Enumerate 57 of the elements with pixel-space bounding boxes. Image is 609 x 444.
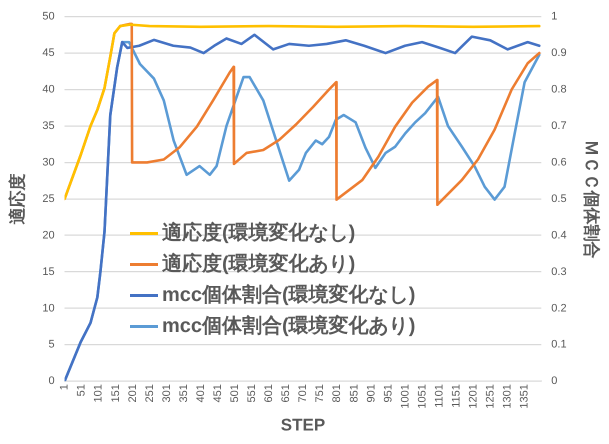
x-tick-label: 301	[160, 384, 173, 402]
y-tick-label: 10	[42, 302, 55, 314]
y-tick-label: 15	[42, 266, 55, 278]
legend-label: 適応度(環境変化なし)	[162, 220, 356, 246]
y2-tick-label: 0.8	[551, 84, 567, 96]
y2-tick-label: 0.2	[551, 302, 567, 314]
x-tick-label: 701	[297, 384, 310, 402]
y2-tick-label: 0.4	[551, 229, 567, 242]
y-tick-label: 25	[42, 192, 55, 205]
x-tick-label: 601	[263, 384, 276, 402]
x-tick-label: 1201	[468, 384, 480, 409]
x-tick-label: 951	[382, 384, 394, 402]
y2-axis-title: ＭＣＣ個体割合	[582, 139, 602, 258]
y-tick-label: 40	[42, 84, 55, 96]
x-tick-label: 1351	[518, 384, 531, 409]
x-tick-label: 401	[194, 384, 207, 402]
y2-tick-label: 0.1	[551, 338, 567, 351]
legend-label: mcc個体割合(環境変化あり)	[162, 314, 416, 339]
x-tick-label: 51	[76, 384, 88, 396]
y-tick-label: 30	[42, 156, 55, 168]
y-tick-label: 35	[42, 120, 55, 132]
y2-tick-label: 0.5	[551, 192, 567, 205]
x-tick-label: 651	[280, 384, 292, 402]
x-tick-label: 351	[178, 384, 190, 402]
x-tick-label: 1151	[450, 384, 462, 408]
x-tick-label: 751	[314, 384, 326, 402]
x-tick-label: 1251	[484, 384, 497, 409]
x-tick-label: 101	[92, 384, 105, 402]
x-tick-label: 1101	[433, 384, 446, 408]
y2-tick-label: 0.6	[551, 156, 567, 168]
y-tick-label: 45	[42, 47, 55, 60]
x-tick-label: 1001	[399, 384, 412, 409]
x-tick-label: 151	[110, 384, 122, 402]
legend-label: 適応度(環境変化あり)	[162, 252, 356, 277]
x-tick-label: 1051	[416, 384, 428, 409]
y2-tick-label: 1	[551, 10, 558, 23]
y2-tick-label: 0.7	[551, 120, 567, 132]
legend-label: mcc個体割合(環境変化なし)	[162, 282, 416, 308]
x-tick-label: 1301	[502, 384, 514, 409]
x-tick-label: 1	[58, 384, 71, 390]
x-tick-label: 551	[246, 384, 258, 402]
y-tick-label: 0	[48, 375, 55, 388]
x-tick-label: 451	[212, 384, 224, 402]
x-tick-label: 801	[331, 384, 344, 402]
x-tick-label: 201	[126, 384, 139, 402]
x-tick-label: 851	[348, 384, 360, 402]
y2-tick-label: 0.9	[551, 47, 567, 60]
x-tick-label: 501	[229, 384, 242, 402]
y2-tick-label: 0	[551, 375, 558, 388]
x-tick-label: 251	[144, 384, 156, 402]
y-axis-title: 適応度	[8, 173, 27, 224]
x-axis-title: STEP	[280, 415, 326, 434]
y-tick-label: 50	[42, 10, 55, 23]
x-tick-label: 901	[365, 384, 378, 402]
y-tick-label: 5	[48, 338, 55, 351]
y2-tick-label: 0.3	[551, 266, 567, 278]
y-tick-label: 20	[42, 229, 55, 242]
